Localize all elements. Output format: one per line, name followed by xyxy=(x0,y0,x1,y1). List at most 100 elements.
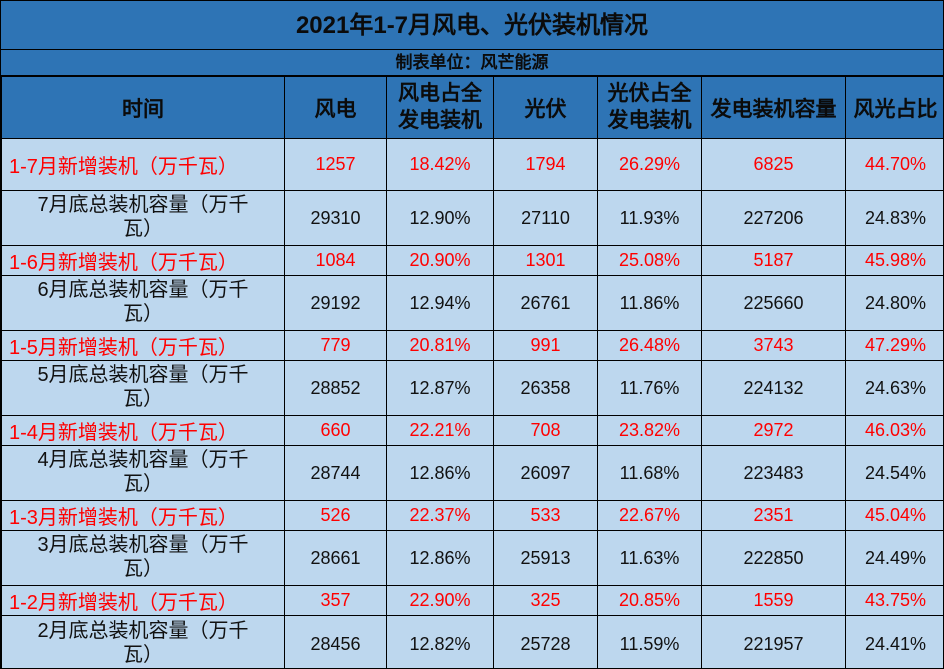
cell-total-capacity: 221957 xyxy=(701,615,846,668)
cell-wind-pv-share: 24.54% xyxy=(845,445,943,501)
cell-pv-share: 11.86% xyxy=(597,275,702,331)
cell-pv-share: 25.08% xyxy=(597,245,702,276)
cell-total-capacity: 225660 xyxy=(701,275,846,331)
cell-wind-pv-share: 44.70% xyxy=(845,138,943,191)
row-label: 2月底总装机容量（万千瓦） xyxy=(1,615,285,668)
cell-pv-share: 11.76% xyxy=(597,360,702,416)
col-header-time: 时间 xyxy=(1,76,285,139)
cell-wind-share: 18.42% xyxy=(386,138,494,191)
col-header-total-capacity: 发电装机容量 xyxy=(701,76,846,139)
cell-pv: 533 xyxy=(493,500,598,531)
cell-wind-pv-share: 45.04% xyxy=(845,500,943,531)
row-label: 1-3月新增装机（万千瓦） xyxy=(1,500,285,531)
cell-pv-share: 23.82% xyxy=(597,415,702,446)
cell-wind-share: 22.37% xyxy=(386,500,494,531)
cell-total-capacity: 1559 xyxy=(701,585,846,616)
header-row: 时间 风电 风电占全发电装机 光伏 光伏占全发电装机 发电装机容量 风光占比 xyxy=(1,76,943,139)
cell-wind-pv-share: 43.75% xyxy=(845,585,943,616)
row-label: 5月底总装机容量（万千瓦） xyxy=(1,360,285,416)
cell-wind-share: 22.90% xyxy=(386,585,494,616)
cell-wind-share: 12.86% xyxy=(386,530,494,586)
cell-wind-share: 20.90% xyxy=(386,245,494,276)
cell-pv: 991 xyxy=(493,330,598,361)
cell-wind: 660 xyxy=(284,415,387,446)
cell-pv: 1301 xyxy=(493,245,598,276)
cell-total-capacity: 227206 xyxy=(701,190,846,246)
cell-wind: 779 xyxy=(284,330,387,361)
cell-pv: 708 xyxy=(493,415,598,446)
cell-total-capacity: 5187 xyxy=(701,245,846,276)
col-header-wind: 风电 xyxy=(284,76,387,139)
cell-wind-pv-share: 24.83% xyxy=(845,190,943,246)
cell-pv: 1794 xyxy=(493,138,598,191)
row-label: 4月底总装机容量（万千瓦） xyxy=(1,445,285,501)
cell-wind: 29192 xyxy=(284,275,387,331)
col-header-wind-share: 风电占全发电装机 xyxy=(386,76,494,139)
table-row-new-jan-apr: 1-4月新增装机（万千瓦） 660 22.21% 708 23.82% 2972… xyxy=(1,415,943,446)
table-row-new-jan-jun: 1-6月新增装机（万千瓦） 1084 20.90% 1301 25.08% 51… xyxy=(1,245,943,276)
cell-pv-share: 11.63% xyxy=(597,530,702,586)
cell-pv: 26761 xyxy=(493,275,598,331)
cell-wind: 1257 xyxy=(284,138,387,191)
col-header-pv: 光伏 xyxy=(493,76,598,139)
table-row-total-jul: 7月底总装机容量（万千瓦） 29310 12.90% 27110 11.93% … xyxy=(1,190,943,246)
cell-pv: 26358 xyxy=(493,360,598,416)
cell-wind-pv-share: 24.41% xyxy=(845,615,943,668)
cell-wind-pv-share: 47.29% xyxy=(845,330,943,361)
cell-wind: 28456 xyxy=(284,615,387,668)
cell-total-capacity: 6825 xyxy=(701,138,846,191)
cell-wind-share: 12.87% xyxy=(386,360,494,416)
row-label: 1-2月新增装机（万千瓦） xyxy=(1,585,285,616)
cell-wind-pv-share: 24.80% xyxy=(845,275,943,331)
cell-wind: 29310 xyxy=(284,190,387,246)
table-row-total-jun: 6月底总装机容量（万千瓦） 29192 12.94% 26761 11.86% … xyxy=(1,275,943,331)
table-row-total-apr: 4月底总装机容量（万千瓦） 28744 12.86% 26097 11.68% … xyxy=(1,445,943,501)
table-row-new-jan-jul: 1-7月新增装机（万千瓦） 1257 18.42% 1794 26.29% 68… xyxy=(1,138,943,191)
cell-pv-share: 20.85% xyxy=(597,585,702,616)
cell-wind: 526 xyxy=(284,500,387,531)
table-row-new-jan-may: 1-5月新增装机（万千瓦） 779 20.81% 991 26.48% 3743… xyxy=(1,330,943,361)
cell-wind-pv-share: 24.49% xyxy=(845,530,943,586)
cell-pv-share: 11.93% xyxy=(597,190,702,246)
row-label: 1-5月新增装机（万千瓦） xyxy=(1,330,285,361)
cell-pv: 25913 xyxy=(493,530,598,586)
cell-wind-pv-share: 45.98% xyxy=(845,245,943,276)
row-label: 6月底总装机容量（万千瓦） xyxy=(1,275,285,331)
table-row-total-feb: 2月底总装机容量（万千瓦） 28456 12.82% 25728 11.59% … xyxy=(1,615,943,668)
cell-pv-share: 11.59% xyxy=(597,615,702,668)
col-header-wind-pv-share: 风光占比 xyxy=(845,76,943,139)
cell-pv: 325 xyxy=(493,585,598,616)
table-row-total-mar: 3月底总装机容量（万千瓦） 28661 12.86% 25913 11.63% … xyxy=(1,530,943,586)
cell-wind-pv-share: 24.63% xyxy=(845,360,943,416)
cell-wind: 357 xyxy=(284,585,387,616)
row-label: 1-4月新增装机（万千瓦） xyxy=(1,415,285,446)
cell-total-capacity: 223483 xyxy=(701,445,846,501)
cell-wind: 28852 xyxy=(284,360,387,416)
col-header-pv-share: 光伏占全发电装机 xyxy=(597,76,702,139)
installation-data-table: 时间 风电 风电占全发电装机 光伏 光伏占全发电装机 发电装机容量 风光占比 1… xyxy=(1,76,943,668)
cell-total-capacity: 2972 xyxy=(701,415,846,446)
cell-total-capacity: 222850 xyxy=(701,530,846,586)
row-label: 1-7月新增装机（万千瓦） xyxy=(1,138,285,191)
row-label: 3月底总装机容量（万千瓦） xyxy=(1,530,285,586)
cell-pv-share: 11.68% xyxy=(597,445,702,501)
cell-pv: 25728 xyxy=(493,615,598,668)
cell-pv-share: 26.29% xyxy=(597,138,702,191)
cell-wind: 1084 xyxy=(284,245,387,276)
row-label: 1-6月新增装机（万千瓦） xyxy=(1,245,285,276)
cell-wind-share: 12.90% xyxy=(386,190,494,246)
cell-pv: 26097 xyxy=(493,445,598,501)
cell-wind-share: 12.82% xyxy=(386,615,494,668)
cell-wind-share: 22.21% xyxy=(386,415,494,446)
cell-wind-share: 12.86% xyxy=(386,445,494,501)
cell-total-capacity: 224132 xyxy=(701,360,846,416)
cell-wind: 28661 xyxy=(284,530,387,586)
cell-total-capacity: 2351 xyxy=(701,500,846,531)
cell-total-capacity: 3743 xyxy=(701,330,846,361)
table-row-new-jan-feb: 1-2月新增装机（万千瓦） 357 22.90% 325 20.85% 1559… xyxy=(1,585,943,616)
cell-pv-share: 22.67% xyxy=(597,500,702,531)
cell-wind-share: 12.94% xyxy=(386,275,494,331)
cell-wind-pv-share: 46.03% xyxy=(845,415,943,446)
cell-wind: 28744 xyxy=(284,445,387,501)
